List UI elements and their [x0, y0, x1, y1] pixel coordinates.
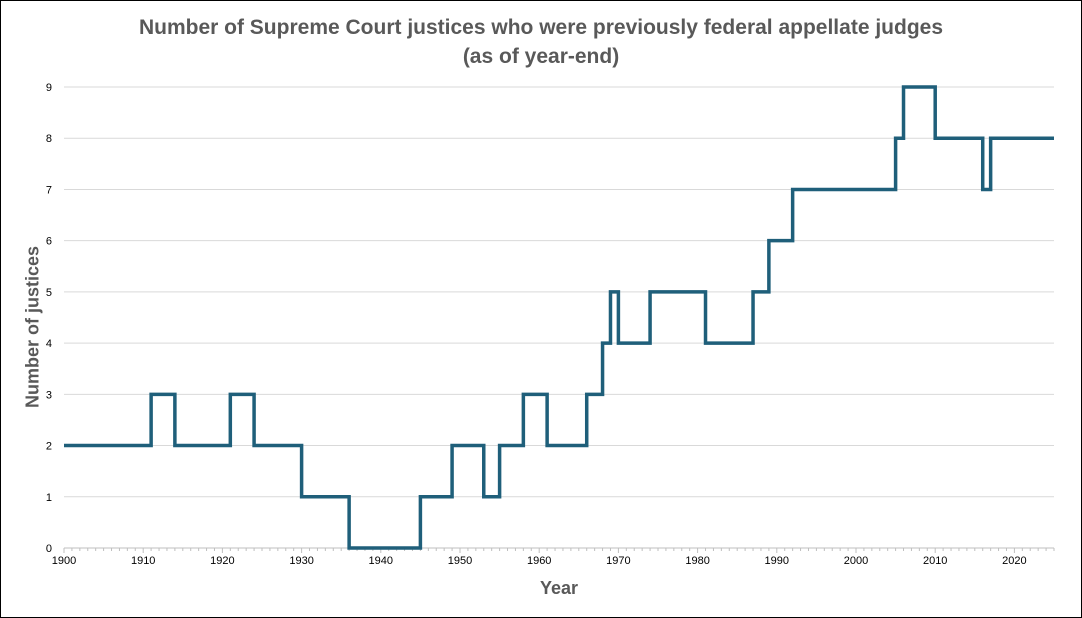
x-tick-label: 1960	[527, 555, 551, 567]
x-axis-label: Year	[539, 578, 579, 598]
x-tick-label: 2000	[844, 555, 868, 567]
chart-title: Number of Supreme Court justices who wer…	[0, 13, 1082, 71]
x-tick-label: 2020	[1002, 555, 1026, 567]
series-line	[64, 85, 1054, 550]
x-tick-label: 1910	[131, 555, 155, 567]
y-tick-label: 1	[46, 492, 52, 504]
y-axis: 0 1 2 3 4 5 6 7 8 9	[46, 82, 52, 555]
x-tick-label: 1930	[289, 555, 313, 567]
y-tick-label: 6	[46, 236, 52, 248]
x-tick-label: 1950	[448, 555, 472, 567]
x-axis: 1900 1910 1920 1930 1940 1950 1960 1970 1980 1990…	[52, 547, 1055, 567]
x-tick-label: 1920	[210, 555, 234, 567]
y-tick-label: 2	[46, 441, 52, 453]
y-tick-label: 5	[46, 287, 52, 299]
chart-subtitle: (as of year-end)	[462, 45, 620, 68]
x-tick-label: 1980	[685, 555, 709, 567]
x-tick-label: 1940	[369, 555, 393, 567]
y-tick-label: 8	[46, 133, 52, 145]
x-tick-label: 1990	[765, 555, 789, 567]
data-series	[64, 85, 1054, 550]
x-tick-label: 1970	[606, 555, 630, 567]
x-tick-label: 2010	[923, 555, 947, 567]
y-tick-label: 7	[46, 184, 52, 196]
y-tick-label: 9	[46, 82, 52, 94]
y-tick-label: 3	[46, 389, 52, 401]
y-tick-label: 4	[46, 338, 52, 350]
grid-lines	[64, 86, 1054, 498]
chart-title-main: Number of Supreme Court justices who wer…	[138, 16, 944, 39]
y-tick-label: 0	[46, 543, 52, 555]
x-tick-label: 1900	[52, 555, 76, 567]
